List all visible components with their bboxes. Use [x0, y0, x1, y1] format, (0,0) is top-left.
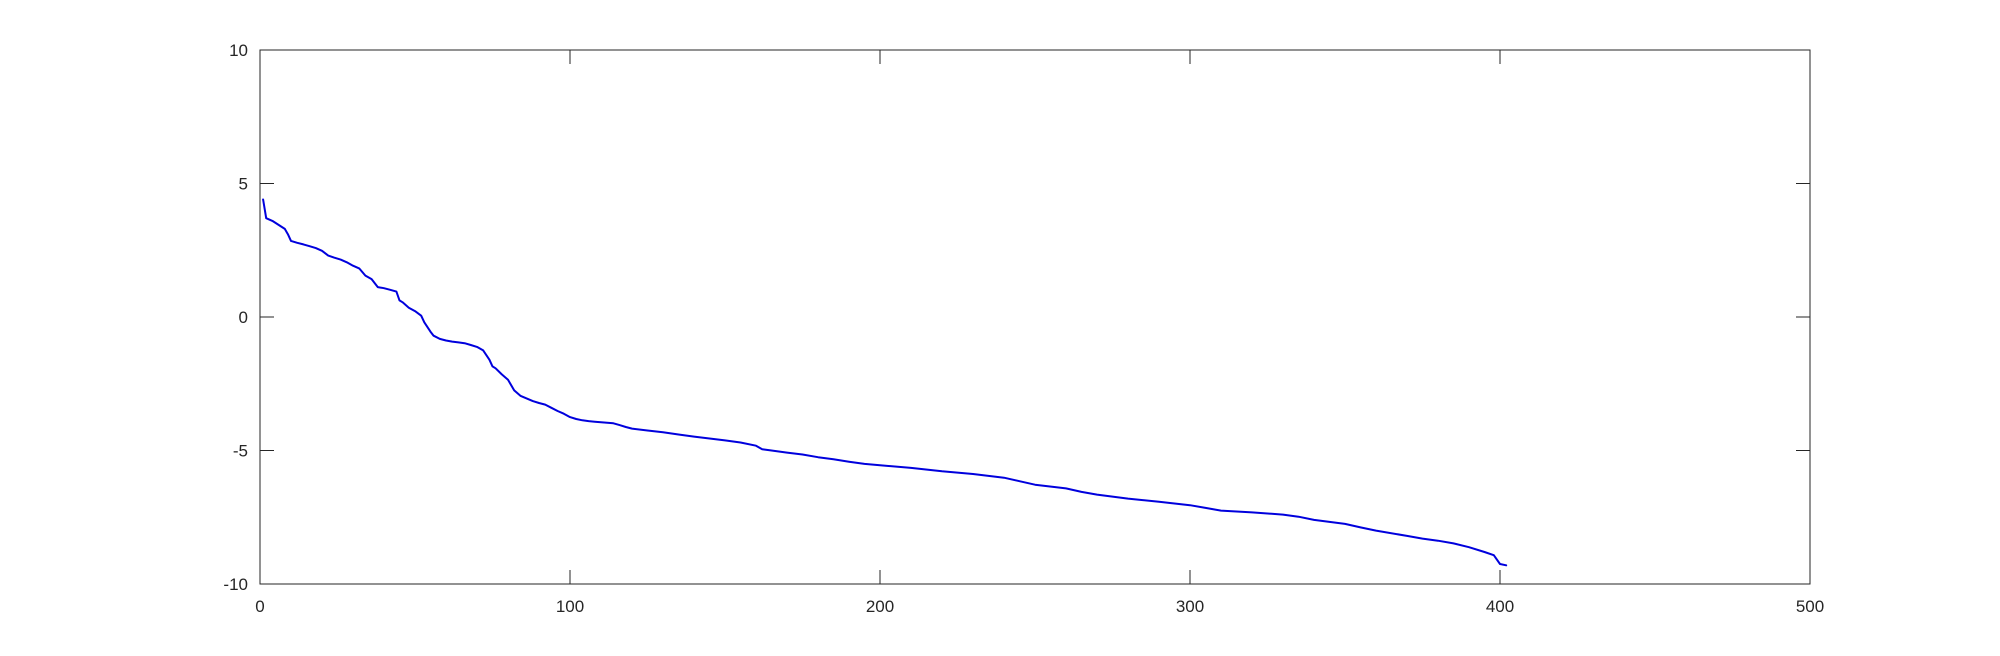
x-tick-label: 100 — [556, 597, 584, 616]
y-tick-label: -5 — [233, 442, 248, 461]
x-tick-label: 500 — [1796, 597, 1824, 616]
plot-area-frame — [259, 49, 1811, 585]
x-tick-label: 300 — [1176, 597, 1204, 616]
axis-ticks — [259, 49, 1811, 585]
axis-tick-labels: 0 100 200 300 400 500 -10 -5 0 5 10 — [223, 41, 1824, 616]
data-series — [262, 198, 1508, 567]
x-tick-label: 200 — [866, 597, 894, 616]
x-tick-label: 400 — [1486, 597, 1514, 616]
y-tick-label: 0 — [239, 308, 248, 327]
x-tick-label: 0 — [255, 597, 264, 616]
series-line — [262, 198, 1508, 567]
y-tick-label: 5 — [239, 175, 248, 194]
y-tick-label: 10 — [229, 41, 248, 60]
y-tick-label: -10 — [223, 575, 248, 594]
